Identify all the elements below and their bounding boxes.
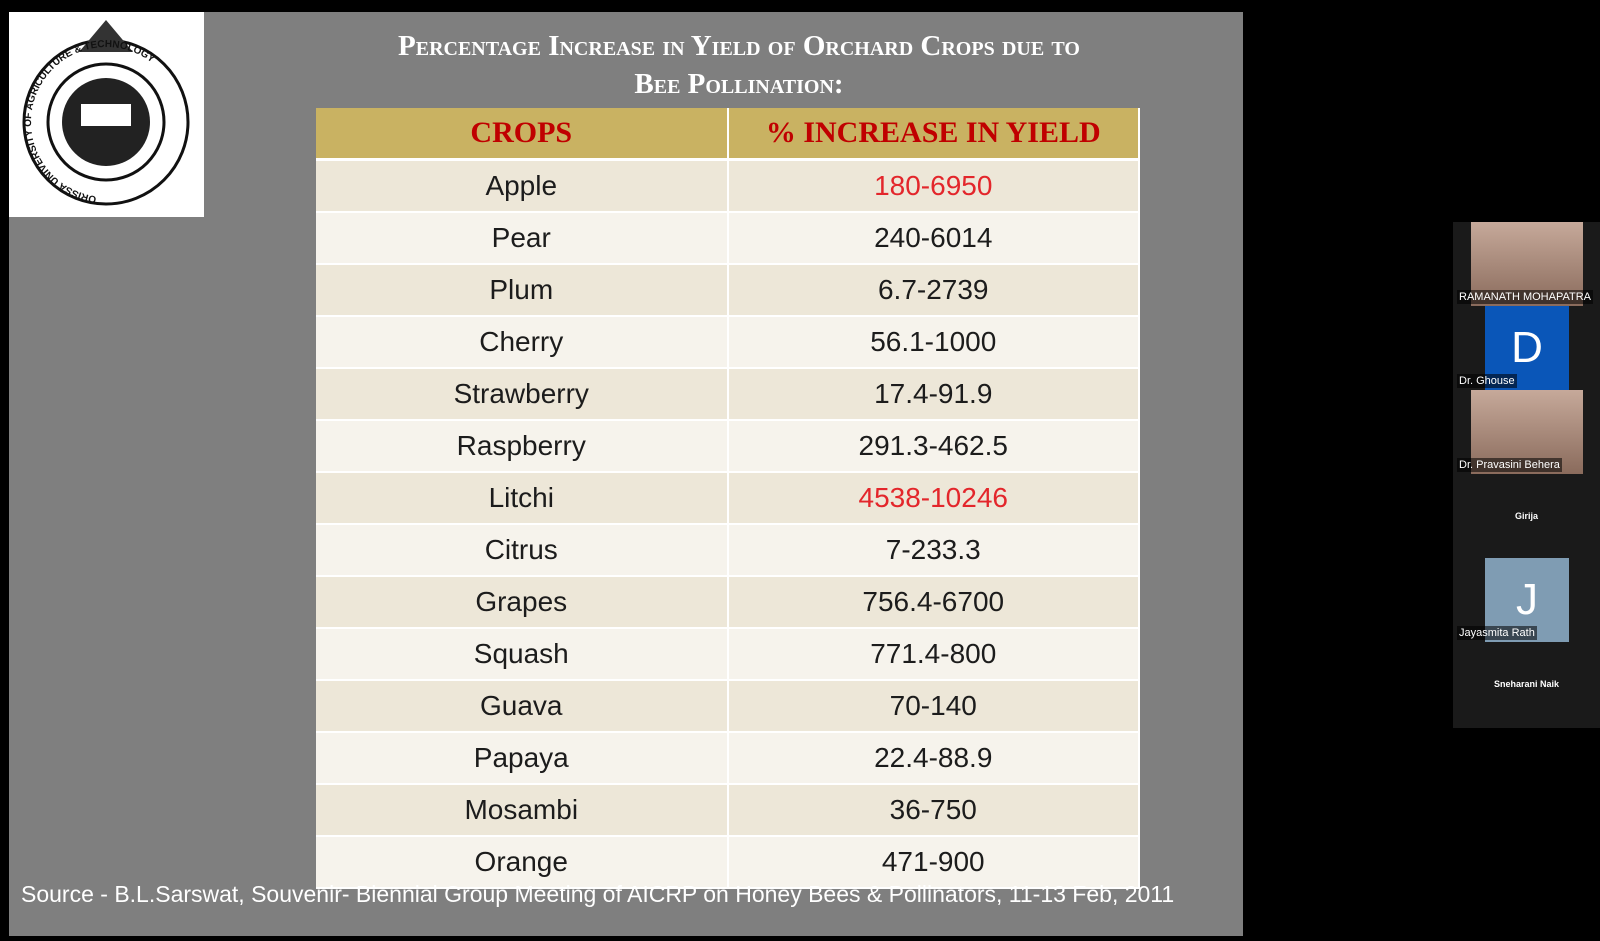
header-row: CROPS % INCREASE IN YIELD bbox=[316, 108, 1140, 161]
source-note: Source - B.L.Sarswat, Souvenir- Biennial… bbox=[21, 881, 1175, 907]
crop-cell: Cherry bbox=[316, 316, 729, 369]
slide-title: Percentage Increase in Yield of Orchard … bbox=[398, 30, 1080, 62]
crop-cell: Grapes bbox=[316, 576, 729, 629]
crop-cell: Strawberry bbox=[316, 368, 729, 421]
participant-tile: Sneharani Naik bbox=[1453, 642, 1600, 726]
participant-name: Jayasmita Rath bbox=[1457, 626, 1537, 640]
crop-cell: Squash bbox=[316, 628, 729, 681]
participant-name: Dr. Ghouse bbox=[1457, 374, 1517, 388]
participant-tile: D Dr. Ghouse bbox=[1453, 306, 1600, 390]
increase-cell: 180-6950 bbox=[727, 159, 1140, 213]
participant-name: RAMANATH MOHAPATRA bbox=[1457, 290, 1594, 304]
crop-cell: Citrus bbox=[316, 524, 729, 577]
increase-cell: 7-233.3 bbox=[727, 524, 1140, 577]
participant-name: Dr. Pravasini Behera bbox=[1457, 458, 1562, 472]
crop-cell: Raspberry bbox=[316, 420, 729, 473]
table-row: Guava 70-140 bbox=[316, 680, 1140, 733]
participant-tile: RAMANATH MOHAPATRA bbox=[1453, 222, 1600, 306]
increase-cell: 756.4-6700 bbox=[727, 576, 1140, 629]
participants-panel: RAMANATH MOHAPATRA D Dr. Ghouse Dr. Pravasi… bbox=[1453, 222, 1600, 728]
participant-tile: Dr. Pravasini Behera bbox=[1453, 390, 1600, 474]
table-row: Pear 240-6014 bbox=[316, 212, 1140, 265]
logo-emblem: ORISSA UNIVERSITY OF AGRICULTURE & TECHN… bbox=[22, 20, 190, 206]
table-row: Plum 6.7-2739 bbox=[316, 264, 1140, 317]
header-cell: CROPS bbox=[316, 108, 729, 161]
increase-cell: 471-900 bbox=[727, 836, 1140, 889]
slide-title: Bee Pollination: bbox=[634, 68, 844, 100]
table-row: Orange 471-900 bbox=[316, 836, 1140, 889]
table-row: Cherry 56.1-1000 bbox=[316, 316, 1140, 369]
table-row: Apple 180-6950 bbox=[316, 159, 1140, 213]
increase-cell: 240-6014 bbox=[727, 212, 1140, 265]
crop-cell: Mosambi bbox=[316, 784, 729, 837]
slide: ORISSA UNIVERSITY OF AGRICULTURE & TECHN… bbox=[9, 12, 1243, 936]
participant-tile: Girija bbox=[1453, 474, 1600, 558]
increase-cell: 36-750 bbox=[727, 784, 1140, 837]
table-row: Strawberry 17.4-91.9 bbox=[316, 368, 1140, 421]
increase-cell: 22.4-88.9 bbox=[727, 732, 1140, 785]
increase-cell: 771.4-800 bbox=[727, 628, 1140, 681]
crop-cell: Apple bbox=[316, 159, 729, 213]
crop-cell: Papaya bbox=[316, 732, 729, 785]
crop-cell: Orange bbox=[316, 836, 729, 889]
crop-cell: Plum bbox=[316, 264, 729, 317]
table-row: Mosambi 36-750 bbox=[316, 784, 1140, 837]
table-row: Grapes 756.4-6700 bbox=[316, 576, 1140, 629]
table-row: Litchi 4538-10246 bbox=[316, 472, 1140, 525]
increase-cell: 6.7-2739 bbox=[727, 264, 1140, 317]
header-cell: % INCREASE IN YIELD bbox=[727, 108, 1140, 161]
participant-tile: J Jayasmita Rath bbox=[1453, 558, 1600, 642]
yield-table: CROPS % INCREASE IN YIELD Apple 180-6950 P… bbox=[316, 108, 1140, 889]
participant-name: Girija bbox=[1514, 511, 1538, 521]
logo: ORISSA UNIVERSITY OF AGRICULTURE & TECHN… bbox=[9, 12, 204, 217]
increase-cell: 291.3-462.5 bbox=[727, 420, 1140, 473]
crop-cell: Pear bbox=[316, 212, 729, 265]
table-row: Papaya 22.4-88.9 bbox=[316, 732, 1140, 785]
table-row: Raspberry 291.3-462.5 bbox=[316, 420, 1140, 473]
crop-cell: Litchi bbox=[316, 472, 729, 525]
table-row: Citrus 7-233.3 bbox=[316, 524, 1140, 577]
increase-cell: 56.1-1000 bbox=[727, 316, 1140, 369]
participant-name: Sneharani Naik bbox=[1493, 679, 1560, 689]
crop-cell: Guava bbox=[316, 680, 729, 733]
increase-cell: 4538-10246 bbox=[727, 472, 1140, 525]
increase-cell: 70-140 bbox=[727, 680, 1140, 733]
table-row: Squash 771.4-800 bbox=[316, 628, 1140, 681]
increase-cell: 17.4-91.9 bbox=[727, 368, 1140, 421]
